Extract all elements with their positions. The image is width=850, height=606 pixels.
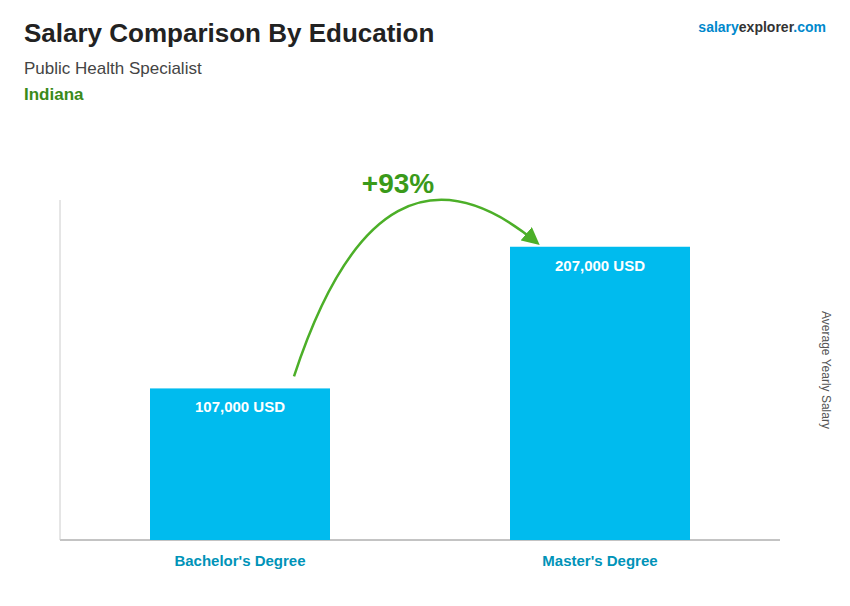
subtitle: Public Health Specialist: [24, 59, 202, 78]
title: Salary Comparison By Education: [24, 18, 434, 48]
brand-part: salary: [698, 19, 739, 35]
background: [0, 0, 850, 606]
y-axis-line: [60, 200, 61, 540]
x-tick-label: Bachelor's Degree: [174, 552, 305, 569]
chart-svg: Salary Comparison By Education Public Hea…: [0, 0, 850, 606]
brand-part: explorer: [739, 19, 795, 35]
x-tick-label: Master's Degree: [542, 552, 657, 569]
chart-container: Salary Comparison By Education Public Hea…: [0, 0, 850, 606]
brand: salaryexplorer.com: [698, 19, 826, 35]
bars: [150, 247, 690, 540]
change-arrow: [294, 200, 537, 377]
y-axis-label: Average Yearly Salary: [819, 311, 833, 429]
location: Indiana: [24, 85, 84, 104]
data-label: 107,000 USD: [195, 398, 285, 415]
bar: [510, 247, 690, 540]
change-annotation: +93%: [362, 168, 434, 199]
brand-part: .com: [793, 19, 826, 35]
bar: [150, 388, 330, 540]
data-label: 207,000 USD: [555, 257, 645, 274]
